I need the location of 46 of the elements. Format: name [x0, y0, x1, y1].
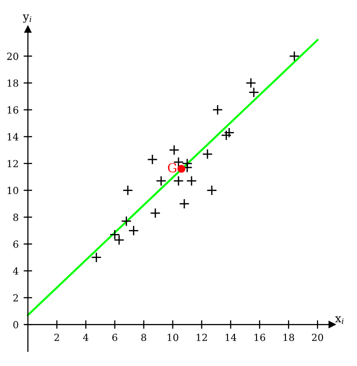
y-tick-label: 18: [8, 79, 18, 87]
y-tick-label: 0: [13, 321, 18, 328]
point: [186, 176, 197, 186]
x-tick-label: 8: [141, 334, 146, 342]
point: [128, 225, 139, 236]
y-tick-label: 20: [7, 52, 18, 60]
y-tick-label: 14: [8, 133, 18, 140]
y-tick-label: 12: [8, 160, 18, 168]
annotation: G: [168, 163, 176, 172]
point: [221, 130, 232, 141]
point: [147, 154, 158, 165]
x-tick-label: 6: [112, 334, 118, 342]
point: [179, 198, 190, 210]
y-axis-title: y$_{i}$: [22, 14, 32, 23]
point: [206, 185, 218, 196]
point: [168, 144, 180, 156]
point: [202, 148, 213, 160]
point: [114, 234, 124, 246]
point: [224, 127, 234, 138]
x-tick-label: 14: [226, 334, 236, 341]
point: [248, 87, 260, 98]
x-tick-label: 16: [254, 334, 266, 342]
point: [212, 104, 223, 116]
x-axis-title: x$_{i}$: [335, 316, 344, 324]
point: [121, 216, 132, 226]
point: [109, 229, 120, 240]
y-tick-label: 6: [13, 240, 18, 248]
point: [156, 176, 166, 186]
x-tick-label: 2: [54, 334, 59, 341]
y-tick-label: 10: [8, 186, 18, 194]
point: [246, 78, 256, 88]
x-tick-label: 12: [196, 334, 207, 341]
point: [150, 208, 161, 218]
y-tick-label: 2: [13, 294, 18, 302]
point: [122, 185, 134, 196]
point: [289, 50, 300, 62]
point: [173, 176, 184, 186]
y-tick-label: 8: [13, 214, 18, 221]
x-tick-label: 10: [168, 334, 178, 342]
x-tick-label: 20: [312, 334, 324, 342]
point: [177, 164, 186, 173]
y-tick-label: 4: [12, 267, 18, 275]
point: [91, 252, 102, 263]
x-tick-label: 4: [83, 334, 88, 341]
x-tick-label: 18: [284, 334, 294, 342]
y-tick-label: 16: [8, 106, 18, 114]
